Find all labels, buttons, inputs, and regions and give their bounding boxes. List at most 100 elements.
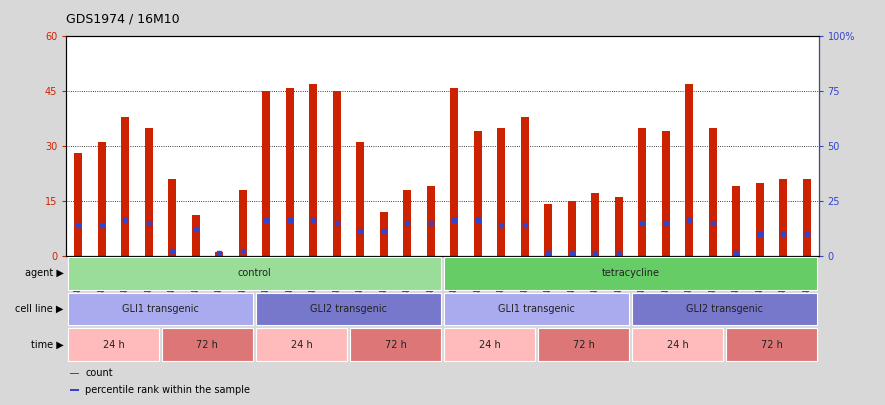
Bar (443, 293, 629, 325)
Bar (168, 179, 176, 256)
Point (542, 250, 556, 257)
Point (635, 220, 650, 226)
Point (658, 220, 673, 226)
Text: 24 h: 24 h (290, 340, 312, 350)
Point (329, 220, 343, 226)
Point (518, 222, 532, 228)
Bar (632, 293, 818, 325)
Bar (662, 131, 670, 256)
Point (729, 250, 743, 257)
Bar (638, 128, 646, 256)
Point (447, 217, 461, 224)
Text: cell line ▶: cell line ▶ (15, 304, 64, 314)
Bar (709, 128, 717, 256)
Bar (404, 190, 412, 256)
Bar (632, 328, 723, 361)
Text: 24 h: 24 h (479, 340, 500, 350)
Text: agent ▶: agent ▶ (25, 269, 64, 278)
Bar (239, 190, 247, 256)
Bar (67, 328, 159, 361)
Point (471, 217, 485, 224)
Bar (780, 179, 788, 256)
Point (189, 226, 203, 232)
Point (705, 220, 720, 226)
Text: control: control (237, 269, 272, 278)
Point (377, 228, 391, 234)
Bar (443, 328, 535, 361)
Point (589, 250, 603, 257)
Point (353, 228, 367, 234)
Text: 72 h: 72 h (761, 340, 782, 350)
Text: 72 h: 72 h (385, 340, 406, 350)
Point (118, 217, 132, 224)
Point (142, 220, 156, 226)
Bar (726, 328, 818, 361)
Point (424, 220, 438, 226)
Point (776, 230, 790, 237)
Text: percentile rank within the sample: percentile rank within the sample (85, 385, 250, 395)
Bar (732, 186, 741, 256)
Bar (67, 257, 442, 290)
Point (682, 217, 696, 224)
Text: count: count (85, 368, 112, 378)
Point (565, 250, 579, 257)
Bar (67, 293, 253, 325)
Bar (70, 373, 79, 374)
Text: GDS1974 / 16M10: GDS1974 / 16M10 (66, 12, 180, 25)
Point (259, 217, 273, 224)
Bar (350, 328, 442, 361)
Point (71, 222, 85, 228)
Point (400, 220, 414, 226)
Bar (803, 179, 811, 256)
Bar (427, 186, 435, 256)
Text: GLI2 transgenic: GLI2 transgenic (686, 304, 763, 314)
Bar (333, 91, 341, 256)
Bar (215, 252, 223, 256)
Text: time ▶: time ▶ (31, 340, 64, 350)
Bar (286, 87, 294, 256)
Bar (74, 153, 82, 256)
Point (753, 230, 767, 237)
Bar (473, 131, 481, 256)
Bar (497, 128, 505, 256)
Text: 24 h: 24 h (103, 340, 124, 350)
Bar (256, 293, 442, 325)
Bar (309, 84, 318, 256)
Text: GLI2 transgenic: GLI2 transgenic (310, 304, 387, 314)
Bar (97, 142, 105, 256)
Bar (450, 87, 458, 256)
Bar (685, 84, 694, 256)
Point (212, 250, 227, 257)
Point (95, 222, 109, 228)
Bar (162, 328, 253, 361)
Point (235, 248, 250, 254)
Bar (356, 142, 365, 256)
Bar (567, 201, 576, 256)
Bar (544, 205, 552, 256)
Bar (144, 128, 153, 256)
Point (165, 248, 180, 254)
Bar (380, 212, 388, 256)
Text: 72 h: 72 h (573, 340, 595, 350)
Point (612, 250, 626, 257)
Bar (256, 328, 347, 361)
Bar (121, 117, 129, 256)
Bar (191, 215, 200, 256)
Point (494, 222, 508, 228)
Bar (520, 117, 529, 256)
Bar (615, 197, 623, 256)
Bar (70, 390, 79, 391)
Bar (756, 183, 764, 256)
Bar (262, 91, 270, 256)
Text: GLI1 transgenic: GLI1 transgenic (498, 304, 575, 314)
Point (800, 230, 814, 237)
Text: 24 h: 24 h (666, 340, 689, 350)
Bar (538, 328, 629, 361)
Text: 72 h: 72 h (196, 340, 219, 350)
Point (306, 217, 320, 224)
Text: tetracycline: tetracycline (602, 269, 659, 278)
Text: GLI1 transgenic: GLI1 transgenic (122, 304, 199, 314)
Bar (443, 257, 818, 290)
Bar (591, 194, 599, 256)
Point (282, 217, 296, 224)
